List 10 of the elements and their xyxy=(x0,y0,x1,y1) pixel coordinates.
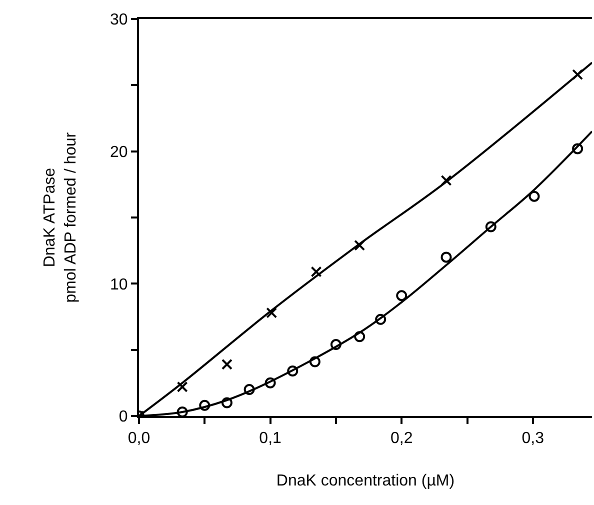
y-tick-label: 10 xyxy=(110,276,128,294)
y-tick-label: 20 xyxy=(110,144,128,161)
y-tick-label: 30 xyxy=(110,12,128,29)
x-tick-label: 0,3 xyxy=(522,430,544,448)
y-axis-title: DnaK ATPase pmol ADP formed / hour xyxy=(42,132,80,303)
x-tick-label: 0,2 xyxy=(390,430,413,448)
x-tick-label: 0,0 xyxy=(128,430,150,448)
x-tick-label: 0,1 xyxy=(259,430,282,448)
y-tick-label: 0 xyxy=(118,408,128,426)
x-axis-title: DnaK concentration (µM) xyxy=(276,472,455,490)
